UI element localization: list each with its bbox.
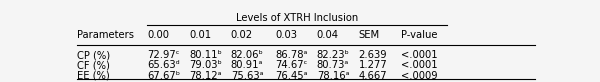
Text: 74.67ᶜ: 74.67ᶜ: [275, 60, 307, 70]
Text: 80.91ᵃ: 80.91ᵃ: [231, 60, 263, 70]
Text: 1.277: 1.277: [359, 60, 388, 70]
Text: 4.667: 4.667: [359, 71, 387, 81]
Text: P-value: P-value: [401, 30, 437, 40]
Text: 80.73ᵃ: 80.73ᵃ: [317, 60, 349, 70]
Text: 79.03ᵇ: 79.03ᵇ: [189, 60, 222, 70]
Text: 75.63ᵃ: 75.63ᵃ: [231, 71, 263, 81]
Text: 65.63ᵈ: 65.63ᵈ: [147, 60, 180, 70]
Text: CF (%): CF (%): [77, 60, 110, 70]
Text: EE (%): EE (%): [77, 71, 110, 81]
Text: 67.67ᵇ: 67.67ᵇ: [147, 71, 180, 81]
Text: <.0001: <.0001: [401, 50, 437, 60]
Text: 78.12ᵃ: 78.12ᵃ: [189, 71, 221, 81]
Text: 82.23ᵇ: 82.23ᵇ: [317, 50, 350, 60]
Text: 0.03: 0.03: [275, 30, 297, 40]
Text: 72.97ᶜ: 72.97ᶜ: [147, 50, 179, 60]
Text: 0.04: 0.04: [317, 30, 339, 40]
Text: CP (%): CP (%): [77, 50, 110, 60]
Text: Parameters: Parameters: [77, 30, 134, 40]
Text: 0.02: 0.02: [231, 30, 253, 40]
Text: 0.01: 0.01: [189, 30, 211, 40]
Text: <.0001: <.0001: [401, 60, 437, 70]
Text: 0.00: 0.00: [147, 30, 169, 40]
Text: 2.639: 2.639: [359, 50, 387, 60]
Text: Levels of XTRH Inclusion: Levels of XTRH Inclusion: [236, 13, 358, 23]
Text: 82.06ᵇ: 82.06ᵇ: [231, 50, 263, 60]
Text: 80.11ᵇ: 80.11ᵇ: [189, 50, 222, 60]
Text: <.0009: <.0009: [401, 71, 437, 81]
Text: SEM: SEM: [359, 30, 380, 40]
Text: 78.16ᵃ: 78.16ᵃ: [317, 71, 349, 81]
Text: 76.45ᵃ: 76.45ᵃ: [275, 71, 308, 81]
Text: 86.78ᵃ: 86.78ᵃ: [275, 50, 307, 60]
